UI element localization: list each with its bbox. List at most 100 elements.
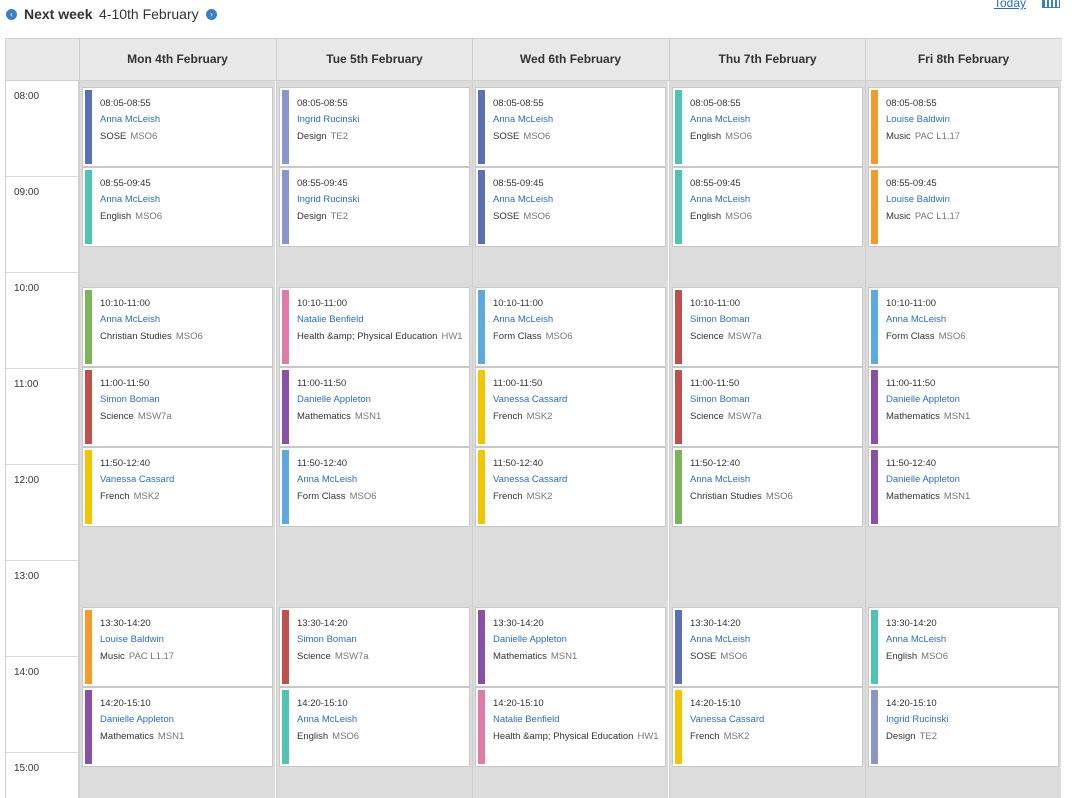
lesson-event[interactable]: 10:10-11:00 Anna McLeish Form Class MSO6 [475,287,666,367]
lesson-event[interactable]: 11:00-11:50 Simon Boman Science MSW7a [672,367,863,447]
lesson-event[interactable]: 10:10-11:00 Anna McLeish Christian Studies… [82,287,273,367]
teacher-link[interactable]: Vanessa Cassard [690,714,765,725]
lesson-event[interactable]: 13:30-14:20 Danielle Appleton Mathematics M… [475,607,666,687]
lesson-time: 08:55-09:45 [100,178,151,189]
lesson-event[interactable]: 14:20-15:10 Vanessa Cassard French MSK2 [672,687,863,767]
lesson-event[interactable]: 08:05-08:55 Anna McLeish SOSE MSO6 [82,87,273,167]
lesson-event[interactable]: 08:05-08:55 Louise Baldwin Music PAC L1.17 [868,87,1059,167]
subject-color-bar [871,450,878,524]
hour-divider [6,176,78,177]
lesson-event[interactable]: 08:55-09:45 Ingrid Rucinski Design TE2 [279,167,470,247]
lesson-event[interactable]: 10:10-11:00 Anna McLeish Form Class MSO6 [868,287,1059,367]
hour-divider [6,752,78,753]
lesson-event[interactable]: 14:20-15:10 Anna McLeish English MSO6 [279,687,470,767]
lesson-event[interactable]: 08:05-08:55 Anna McLeish English MSO6 [672,87,863,167]
teacher-link[interactable]: Simon Boman [297,634,357,645]
prev-week-button[interactable]: ‹ [6,9,17,20]
teacher-link[interactable]: Anna McLeish [690,474,751,485]
lesson-event[interactable]: 14:20-15:10 Ingrid Rucinski Design TE2 [868,687,1059,767]
lesson-event[interactable]: 14:20-15:10 Danielle Appleton Mathematics M… [82,687,273,767]
lesson-event[interactable]: 10:10-11:00 Simon Boman Science MSW7a [672,287,863,367]
teacher-link[interactable]: Louise Baldwin [100,634,164,645]
lesson-room: MSO6 [545,331,573,342]
subject-color-bar [282,170,289,244]
lesson-subject: Christian Studies [690,491,762,502]
lesson-time: 11:50-12:40 [297,458,348,469]
lesson-event[interactable]: 08:55-09:45 Louise Baldwin Music PAC L1.17 [868,167,1059,247]
teacher-link[interactable]: Anna McLeish [690,114,751,125]
teacher-link[interactable]: Danielle Appleton [493,634,567,645]
teacher-link[interactable]: Louise Baldwin [886,114,950,125]
lesson-event[interactable]: 08:55-09:45 Anna McLeish English MSO6 [82,167,273,247]
lesson-event[interactable]: 11:50-12:40 Anna McLeish Form Class MSO6 [279,447,470,527]
teacher-link[interactable]: Danielle Appleton [886,394,960,405]
lesson-event[interactable]: 10:10-11:00 Natalie Benfield Health &amp; … [279,287,470,367]
lesson-room: HW1 [441,331,463,342]
teacher-link[interactable]: Natalie Benfield [493,714,560,725]
teacher-link[interactable]: Anna McLeish [690,634,751,645]
lesson-subject-line: English MSO6 [297,730,463,744]
subject-color-bar [478,610,485,684]
lesson-event[interactable]: 08:05-08:55 Anna McLeish SOSE MSO6 [475,87,666,167]
teacher-link[interactable]: Vanessa Cassard [493,474,568,485]
teacher-link[interactable]: Anna McLeish [297,474,358,485]
lesson-event[interactable]: 11:50-12:40 Vanessa Cassard French MSK2 [475,447,666,527]
teacher-link[interactable]: Anna McLeish [690,194,751,205]
subject-color-bar [85,690,92,764]
lesson-event[interactable]: 11:00-11:50 Danielle Appleton Mathematics M… [279,367,470,447]
lesson-event[interactable]: 08:05-08:55 Ingrid Rucinski Design TE2 [279,87,470,167]
teacher-link[interactable]: Ingrid Rucinski [297,194,360,205]
lesson-event[interactable]: 11:00-11:50 Simon Boman Science MSW7a [82,367,273,447]
teacher-link[interactable]: Anna McLeish [100,114,161,125]
lesson-subject: Mathematics [886,491,940,502]
subject-color-bar [675,450,682,524]
teacher-link[interactable]: Simon Boman [100,394,160,405]
lesson-event[interactable]: 13:30-14:20 Anna McLeish English MSO6 [868,607,1059,687]
lesson-subject: French [690,731,720,742]
teacher-link[interactable]: Anna McLeish [100,194,161,205]
teacher-link[interactable]: Danielle Appleton [886,474,960,485]
teacher-link[interactable]: Louise Baldwin [886,194,950,205]
teacher-link[interactable]: Ingrid Rucinski [886,714,949,725]
teacher-link[interactable]: Natalie Benfield [297,314,364,325]
teacher-link[interactable]: Ingrid Rucinski [297,114,360,125]
hour-divider [6,272,78,273]
teacher-link[interactable]: Vanessa Cassard [493,394,568,405]
lesson-room: MSO6 [130,131,158,142]
lesson-subject-line: English MSO6 [100,210,266,224]
teacher-link[interactable]: Anna McLeish [493,314,554,325]
lesson-subject: Health &amp; Physical Education [493,731,634,742]
lesson-event[interactable]: 11:00-11:50 Danielle Appleton Mathematics M… [868,367,1059,447]
teacher-link[interactable]: Danielle Appleton [100,714,174,725]
teacher-link[interactable]: Anna McLeish [493,114,554,125]
teacher-link[interactable]: Anna McLeish [297,714,358,725]
lesson-subject-line: Design TE2 [297,130,463,144]
hour-divider [6,464,78,465]
next-week-button[interactable]: › [206,9,217,20]
lesson-event[interactable]: 14:20-15:10 Natalie Benfield Health &amp; … [475,687,666,767]
calendar-grid-icon[interactable] [1042,0,1060,8]
lesson-subject: English [886,651,918,662]
lesson-event[interactable]: 11:50-12:40 Danielle Appleton Mathematics M… [868,447,1059,527]
lesson-event[interactable]: 13:30-14:20 Louise Baldwin Music PAC L1.17 [82,607,273,687]
lesson-event[interactable]: 11:50-12:40 Anna McLeish Christian Studies… [672,447,863,527]
lesson-subject-line: Christian Studies MSO6 [690,490,856,504]
teacher-link[interactable]: Anna McLeish [493,194,554,205]
teacher-link[interactable]: Anna McLeish [100,314,161,325]
lesson-event[interactable]: 08:55-09:45 Anna McLeish SOSE MSO6 [475,167,666,247]
lesson-event[interactable]: 13:30-14:20 Anna McLeish SOSE MSO6 [672,607,863,687]
lesson-event[interactable]: 11:50-12:40 Vanessa Cassard French MSK2 [82,447,273,527]
lesson-event[interactable]: 11:00-11:50 Vanessa Cassard French MSK2 [475,367,666,447]
teacher-link[interactable]: Anna McLeish [886,634,947,645]
teacher-link[interactable]: Simon Boman [690,314,750,325]
teacher-link[interactable]: Vanessa Cassard [100,474,175,485]
today-link[interactable]: Today [994,0,1027,10]
lesson-event[interactable]: 08:55-09:45 Anna McLeish English MSO6 [672,167,863,247]
teacher-link[interactable]: Anna McLeish [886,314,947,325]
teacher-link[interactable]: Danielle Appleton [297,394,371,405]
teacher-link[interactable]: Simon Boman [690,394,750,405]
lesson-room: TE2 [919,731,938,742]
lesson-event[interactable]: 13:30-14:20 Simon Boman Science MSW7a [279,607,470,687]
lesson-subject-line: Design TE2 [297,210,463,224]
day-column: 08:05-08:55 Anna McLeish SOSE MSO6 08:55-09:… [472,81,668,798]
